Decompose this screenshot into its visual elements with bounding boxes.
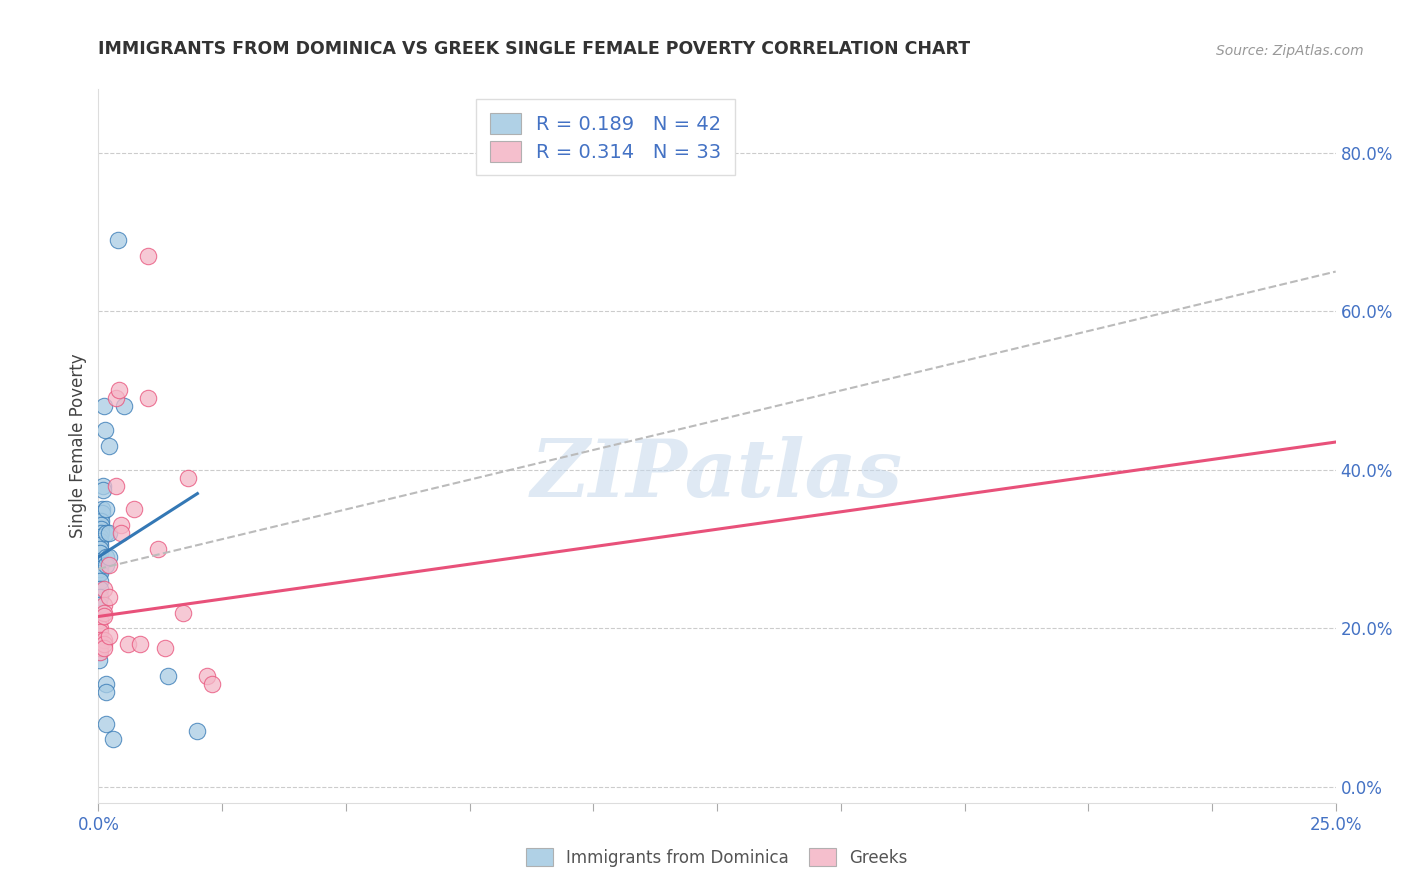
Point	[98, 629, 121, 643]
Point	[94, 423, 117, 437]
Point	[108, 384, 131, 398]
Point	[93, 598, 115, 612]
Point	[89, 582, 111, 596]
Point	[122, 502, 145, 516]
Point	[91, 507, 114, 521]
Text: ZIPatlas: ZIPatlas	[531, 436, 903, 513]
Point	[146, 542, 169, 557]
Point	[89, 653, 111, 667]
Point	[93, 641, 115, 656]
Point	[91, 502, 114, 516]
Point	[89, 554, 111, 568]
Point	[89, 566, 111, 580]
Point	[93, 633, 115, 648]
Point	[93, 582, 115, 596]
Point	[93, 606, 115, 620]
Point	[156, 669, 179, 683]
Point	[89, 558, 111, 572]
Point	[112, 400, 135, 414]
Point	[107, 233, 129, 247]
Point	[89, 542, 111, 557]
Text: IMMIGRANTS FROM DOMINICA VS GREEK SINGLE FEMALE POVERTY CORRELATION CHART: IMMIGRANTS FROM DOMINICA VS GREEK SINGLE…	[98, 40, 970, 58]
Point	[89, 625, 111, 640]
Point	[89, 614, 111, 628]
Point	[98, 558, 121, 572]
Point	[89, 621, 111, 635]
Point	[94, 502, 117, 516]
Point	[93, 609, 115, 624]
Point	[94, 549, 117, 564]
Y-axis label: Single Female Poverty: Single Female Poverty	[69, 354, 87, 538]
Point	[89, 637, 111, 651]
Point	[110, 518, 132, 533]
Point	[98, 526, 121, 541]
Point	[93, 483, 115, 497]
Point	[89, 534, 111, 549]
Point	[93, 400, 115, 414]
Point	[129, 637, 152, 651]
Text: Source: ZipAtlas.com: Source: ZipAtlas.com	[1216, 44, 1364, 58]
Point	[89, 562, 111, 576]
Point	[94, 716, 117, 731]
Point	[94, 526, 117, 541]
Point	[136, 249, 159, 263]
Point	[186, 724, 208, 739]
Point	[136, 392, 159, 406]
Point	[155, 641, 177, 656]
Point	[110, 526, 132, 541]
Point	[89, 546, 111, 560]
Point	[201, 677, 224, 691]
Point	[93, 478, 115, 492]
Point	[94, 677, 117, 691]
Point	[93, 637, 115, 651]
Point	[89, 641, 111, 656]
Point	[104, 392, 127, 406]
Point	[89, 574, 111, 588]
Point	[195, 669, 218, 683]
Point	[172, 606, 194, 620]
Point	[89, 530, 111, 544]
Point	[89, 645, 111, 659]
Point	[103, 732, 125, 747]
Point	[98, 590, 121, 604]
Point	[90, 522, 112, 536]
Legend: Immigrants from Dominica, Greeks: Immigrants from Dominica, Greeks	[516, 838, 918, 877]
Point	[89, 590, 111, 604]
Point	[90, 518, 112, 533]
Point	[89, 598, 111, 612]
Point	[104, 478, 127, 492]
Point	[89, 633, 111, 648]
Point	[98, 549, 121, 564]
Point	[94, 685, 117, 699]
Point	[89, 566, 111, 580]
Point	[90, 526, 112, 541]
Point	[89, 637, 111, 651]
Point	[98, 439, 121, 453]
Point	[176, 471, 198, 485]
Point	[94, 558, 117, 572]
Point	[89, 538, 111, 552]
Point	[89, 645, 111, 659]
Point	[90, 514, 112, 528]
Point	[117, 637, 139, 651]
